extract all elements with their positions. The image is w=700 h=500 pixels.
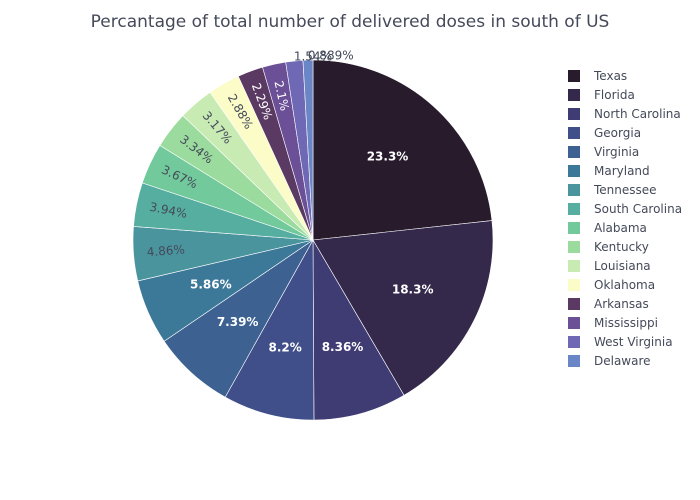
slice-label: 8.36%: [322, 340, 364, 354]
legend-label: Mississippi: [594, 315, 658, 330]
pie-slice-delaware[interactable]: [302, 59, 314, 241]
legend-swatch: [568, 316, 580, 329]
legend-swatch: [568, 164, 580, 177]
legend-label: Texas: [594, 68, 628, 83]
legend-item-delaware[interactable]: Delaware: [568, 351, 682, 370]
legend-label: West Virginia: [594, 334, 673, 349]
legend-item-arkansas[interactable]: Arkansas: [568, 294, 682, 313]
legend-swatch: [568, 183, 580, 196]
legend-label: Alabama: [594, 220, 647, 235]
legend-item-louisiana[interactable]: Louisiana: [568, 256, 682, 275]
legend-label: Kentucky: [594, 239, 649, 254]
legend-item-west-virginia[interactable]: West Virginia: [568, 332, 682, 351]
legend-label: Arkansas: [594, 296, 649, 311]
pie-slice-georgia[interactable]: [224, 238, 315, 421]
slice-label: 2.1%: [271, 79, 291, 112]
legend-item-maryland[interactable]: Maryland: [568, 161, 682, 180]
legend-swatch: [568, 88, 580, 101]
legend-label: Delaware: [594, 353, 651, 368]
slice-label: 18.3%: [392, 283, 434, 297]
legend-label: Oklahoma: [594, 277, 656, 292]
legend-item-north-carolina[interactable]: North Carolina: [568, 104, 682, 123]
legend-label: Maryland: [594, 163, 650, 178]
legend-label: North Carolina: [594, 106, 681, 121]
slice-label: 0.889%: [308, 49, 354, 63]
legend-swatch: [568, 145, 580, 158]
legend-swatch: [568, 107, 580, 120]
legend-item-texas[interactable]: Texas: [568, 66, 682, 85]
legend-item-virginia[interactable]: Virginia: [568, 142, 682, 161]
legend-label: Florida: [594, 87, 635, 102]
pie-slice-north-carolina[interactable]: [312, 238, 405, 421]
legend-swatch: [568, 354, 580, 367]
legend-swatch: [568, 202, 580, 215]
legend-label: Georgia: [594, 125, 642, 140]
pie-slice-florida[interactable]: [312, 220, 494, 396]
legend-swatch: [568, 240, 580, 253]
chart-title: Percantage of total number of delivered …: [90, 12, 610, 32]
slice-label: 7.39%: [217, 315, 259, 329]
legend: Texas Florida North Carolina Georgia Virgini…: [568, 66, 682, 370]
legend-label: Tennessee: [594, 182, 657, 197]
slice-label: 23.3%: [367, 149, 409, 163]
legend-swatch: [568, 69, 580, 82]
legend-swatch: [568, 126, 580, 139]
slice-label: 5.86%: [190, 277, 232, 291]
legend-label: Virginia: [594, 144, 640, 159]
legend-item-florida[interactable]: Florida: [568, 85, 682, 104]
legend-swatch: [568, 221, 580, 234]
legend-item-tennessee[interactable]: Tennessee: [568, 180, 682, 199]
legend-label: South Carolina: [594, 201, 683, 216]
legend-item-kentucky[interactable]: Kentucky: [568, 237, 682, 256]
legend-swatch: [568, 278, 580, 291]
legend-swatch: [568, 297, 580, 310]
legend-item-south-carolina[interactable]: South Carolina: [568, 199, 682, 218]
legend-item-oklahoma[interactable]: Oklahoma: [568, 275, 682, 294]
legend-swatch: [568, 259, 580, 272]
slice-label: 4.86%: [146, 242, 185, 259]
legend-item-alabama[interactable]: Alabama: [568, 218, 682, 237]
slice-label: 8.2%: [269, 341, 302, 355]
pie-slice-texas[interactable]: [312, 59, 493, 241]
legend-swatch: [568, 335, 580, 348]
slice-label: 1.54%: [294, 49, 332, 63]
legend-item-mississippi[interactable]: Mississippi: [568, 313, 682, 332]
legend-item-georgia[interactable]: Georgia: [568, 123, 682, 142]
legend-label: Louisiana: [594, 258, 651, 273]
